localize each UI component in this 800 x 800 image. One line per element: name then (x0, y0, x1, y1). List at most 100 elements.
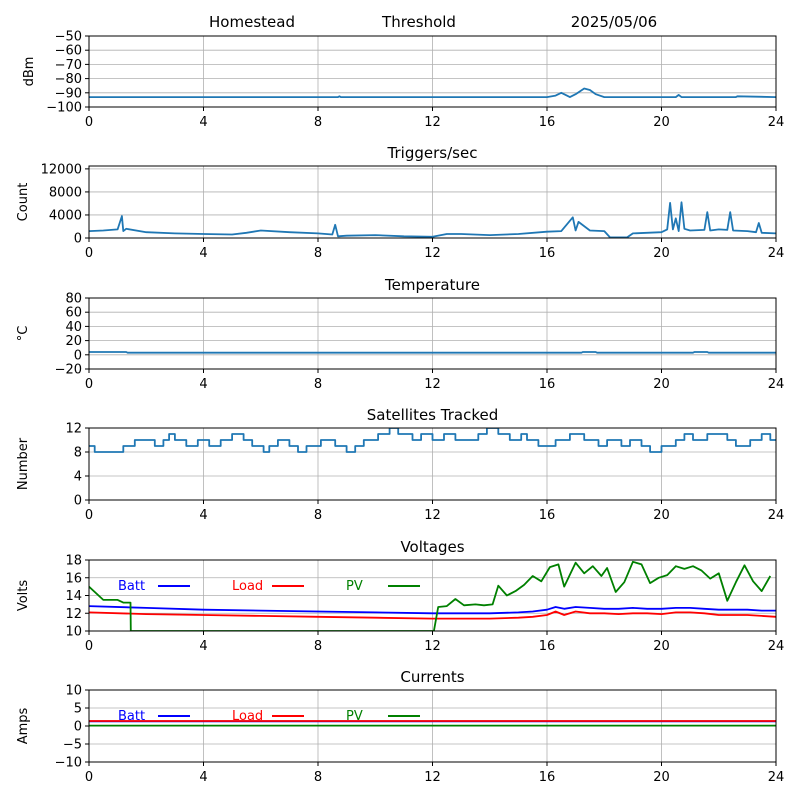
x-tick-label: 4 (199, 246, 207, 261)
x-tick-label: 16 (539, 639, 556, 654)
y-tick-label: 20 (65, 334, 82, 349)
x-tick-label: 12 (424, 770, 441, 785)
x-tick-label: 24 (768, 377, 785, 392)
x-tick-label: 4 (199, 377, 207, 392)
x-tick-label: 8 (314, 377, 322, 392)
y-tick-label: 0 (74, 720, 82, 735)
x-tick-label: 12 (424, 508, 441, 523)
legend-label-batt: Batt (118, 579, 145, 594)
y-tick-label: −100 (46, 101, 82, 116)
series-group (89, 428, 776, 453)
y-tick-label: 0 (74, 348, 82, 363)
legend-label-pv: PV (346, 579, 363, 594)
chart-title: Voltages (400, 538, 464, 556)
series-group (89, 351, 776, 354)
legend-label-load: Load (232, 579, 263, 594)
x-tick-label: 4 (199, 770, 207, 785)
series-line-batt (89, 605, 776, 615)
series-line-1 (89, 428, 776, 453)
y-tick-label: 12000 (41, 162, 82, 177)
y-tick-label: −60 (55, 44, 82, 59)
chart-panel-5: 0 4 8 12 16 20 24 10 12 14 16 18 Voltages Volts Batt Lo… (16, 538, 784, 654)
y-axis-label: °C (16, 326, 31, 342)
header-mode: Threshold (381, 13, 456, 31)
x-tick-label: 8 (314, 508, 322, 523)
series-group (89, 720, 776, 727)
header-station: Homestead (209, 13, 295, 31)
chart-panel-4: 0 4 8 12 16 20 24 0 4 8 12 Satellites Tracked Number (16, 406, 784, 523)
x-tick-label: 24 (768, 246, 785, 261)
x-tick-label: 0 (85, 115, 93, 130)
x-tick-label: 16 (539, 508, 556, 523)
y-tick-label: 60 (65, 306, 82, 321)
y-tick-label: 4 (74, 470, 82, 485)
y-tick-label: 40 (65, 320, 82, 335)
y-tick-label: 8 (74, 446, 82, 461)
y-tick-label: 14 (65, 589, 82, 604)
x-tick-label: 0 (85, 508, 93, 523)
series-group (89, 87, 776, 98)
x-tick-label: 4 (199, 639, 207, 654)
chart-title: Triggers/sec (387, 144, 478, 162)
chart-panel-1: 0 4 8 12 16 20 24 −100−90−80−70−60−50 dBm (22, 30, 784, 131)
y-tick-label: −20 (55, 363, 82, 378)
x-tick-label: 8 (314, 246, 322, 261)
chart-panel-6: 0 4 8 12 16 20 24 −10 −5 0 5 10 Currents Amps Batt Load… (16, 668, 784, 785)
chart-title: Temperature (384, 276, 480, 294)
x-tick-label: 0 (85, 770, 93, 785)
chart-title: Satellites Tracked (367, 406, 498, 424)
x-tick-label: 0 (85, 246, 93, 261)
x-tick-label: 4 (199, 115, 207, 130)
x-tick-label: 20 (653, 770, 670, 785)
x-tick-label: 20 (653, 508, 670, 523)
x-tick-label: 8 (314, 770, 322, 785)
y-tick-label: 18 (65, 554, 82, 569)
x-tick-label: 20 (653, 377, 670, 392)
y-tick-label: 10 (65, 625, 82, 640)
x-tick-label: 16 (539, 246, 556, 261)
series-line-1 (89, 201, 776, 238)
x-tick-label: 8 (314, 639, 322, 654)
y-tick-label: −5 (63, 738, 82, 753)
x-tick-label: 24 (768, 639, 785, 654)
y-tick-label: 0 (74, 232, 82, 247)
series-line-pv (89, 560, 772, 631)
header-date: 2025/05/06 (571, 13, 657, 31)
chart-panel-2: 0 4 8 12 16 20 24 0 4000 8000 12000 Triggers/sec Cou… (16, 144, 784, 261)
x-tick-label: 4 (199, 508, 207, 523)
series-group (89, 560, 776, 631)
x-tick-label: 16 (539, 770, 556, 785)
x-tick-label: 12 (424, 639, 441, 654)
y-tick-label: 4000 (49, 208, 82, 223)
x-tick-label: 24 (768, 770, 785, 785)
y-axis-label: Count (16, 183, 31, 222)
y-tick-label: −70 (55, 58, 82, 73)
x-tick-label: 24 (768, 115, 785, 130)
y-tick-label: 8000 (49, 185, 82, 200)
x-tick-label: 12 (424, 377, 441, 392)
y-tick-label: −80 (55, 72, 82, 87)
x-tick-label: 0 (85, 377, 93, 392)
x-tick-label: 20 (653, 246, 670, 261)
series-line-load (89, 610, 776, 620)
y-tick-label: −50 (55, 30, 82, 45)
y-tick-label: −90 (55, 86, 82, 101)
y-axis-label: dBm (22, 57, 37, 87)
y-tick-label: 80 (65, 292, 82, 307)
y-axis-label: Amps (16, 707, 31, 744)
y-tick-label: 0 (74, 494, 82, 509)
x-tick-label: 0 (85, 639, 93, 654)
y-tick-label: 12 (65, 422, 82, 437)
y-tick-label: 10 (65, 684, 82, 699)
y-tick-label: 5 (74, 702, 82, 717)
series-group (89, 201, 776, 238)
series-line-1 (89, 87, 776, 98)
legend-label-load: Load (232, 709, 263, 724)
x-tick-label: 8 (314, 115, 322, 130)
x-tick-label: 24 (768, 508, 785, 523)
y-axis-label: Volts (16, 580, 31, 612)
